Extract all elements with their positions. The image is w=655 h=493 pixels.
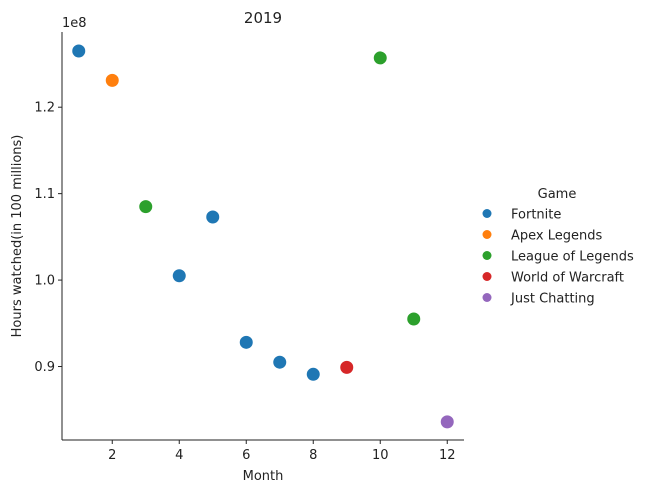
legend-title: Game (538, 187, 577, 202)
data-point (272, 354, 288, 370)
x-tick-label: 10 (372, 448, 389, 463)
legend-entry-label: Apex Legends (511, 229, 602, 244)
y-axis-ticks: 0.9 1.0 1.1 1.2 (34, 101, 62, 375)
legend-entry-label: Just Chatting (510, 292, 595, 307)
y-tick-label: 1.2 (34, 101, 55, 116)
data-point (138, 199, 154, 215)
legend-entry-label: World of Warcraft (511, 271, 624, 286)
x-axis-label: Month (243, 469, 284, 484)
x-tick-label: 4 (175, 448, 183, 463)
legend-entry-label: League of Legends (511, 250, 634, 265)
data-point (171, 268, 187, 284)
y-multiplier-label: 1e8 (62, 16, 87, 31)
y-tick-label: 0.9 (34, 360, 55, 375)
data-point (406, 311, 422, 327)
data-point (305, 366, 321, 382)
data-point (339, 359, 355, 375)
x-tick-label: 2 (108, 448, 116, 463)
legend-marker (482, 251, 492, 260)
x-axis-ticks: 2 4 6 8 10 12 (108, 440, 456, 463)
x-tick-label: 8 (309, 448, 317, 463)
data-point (71, 43, 87, 59)
data-points (71, 43, 455, 430)
legend-entry-label: Fortnite (511, 208, 561, 223)
chart-title: 2019 (244, 9, 282, 27)
y-axis-label: Hours watched(in 100 millions) (10, 135, 25, 338)
data-point (439, 414, 455, 430)
legend-marker (482, 293, 492, 302)
y-tick-label: 1.1 (34, 187, 55, 202)
data-point (104, 72, 120, 88)
data-point (238, 334, 254, 350)
legend: Game Fortnite Apex Legends League of Legen… (482, 187, 634, 307)
data-point (372, 50, 388, 66)
data-point (205, 209, 221, 225)
y-tick-label: 1.0 (34, 274, 55, 289)
x-tick-label: 12 (439, 448, 456, 463)
legend-marker (482, 272, 492, 281)
legend-marker (482, 230, 492, 239)
x-tick-label: 6 (242, 448, 250, 463)
legend-marker (482, 209, 492, 218)
